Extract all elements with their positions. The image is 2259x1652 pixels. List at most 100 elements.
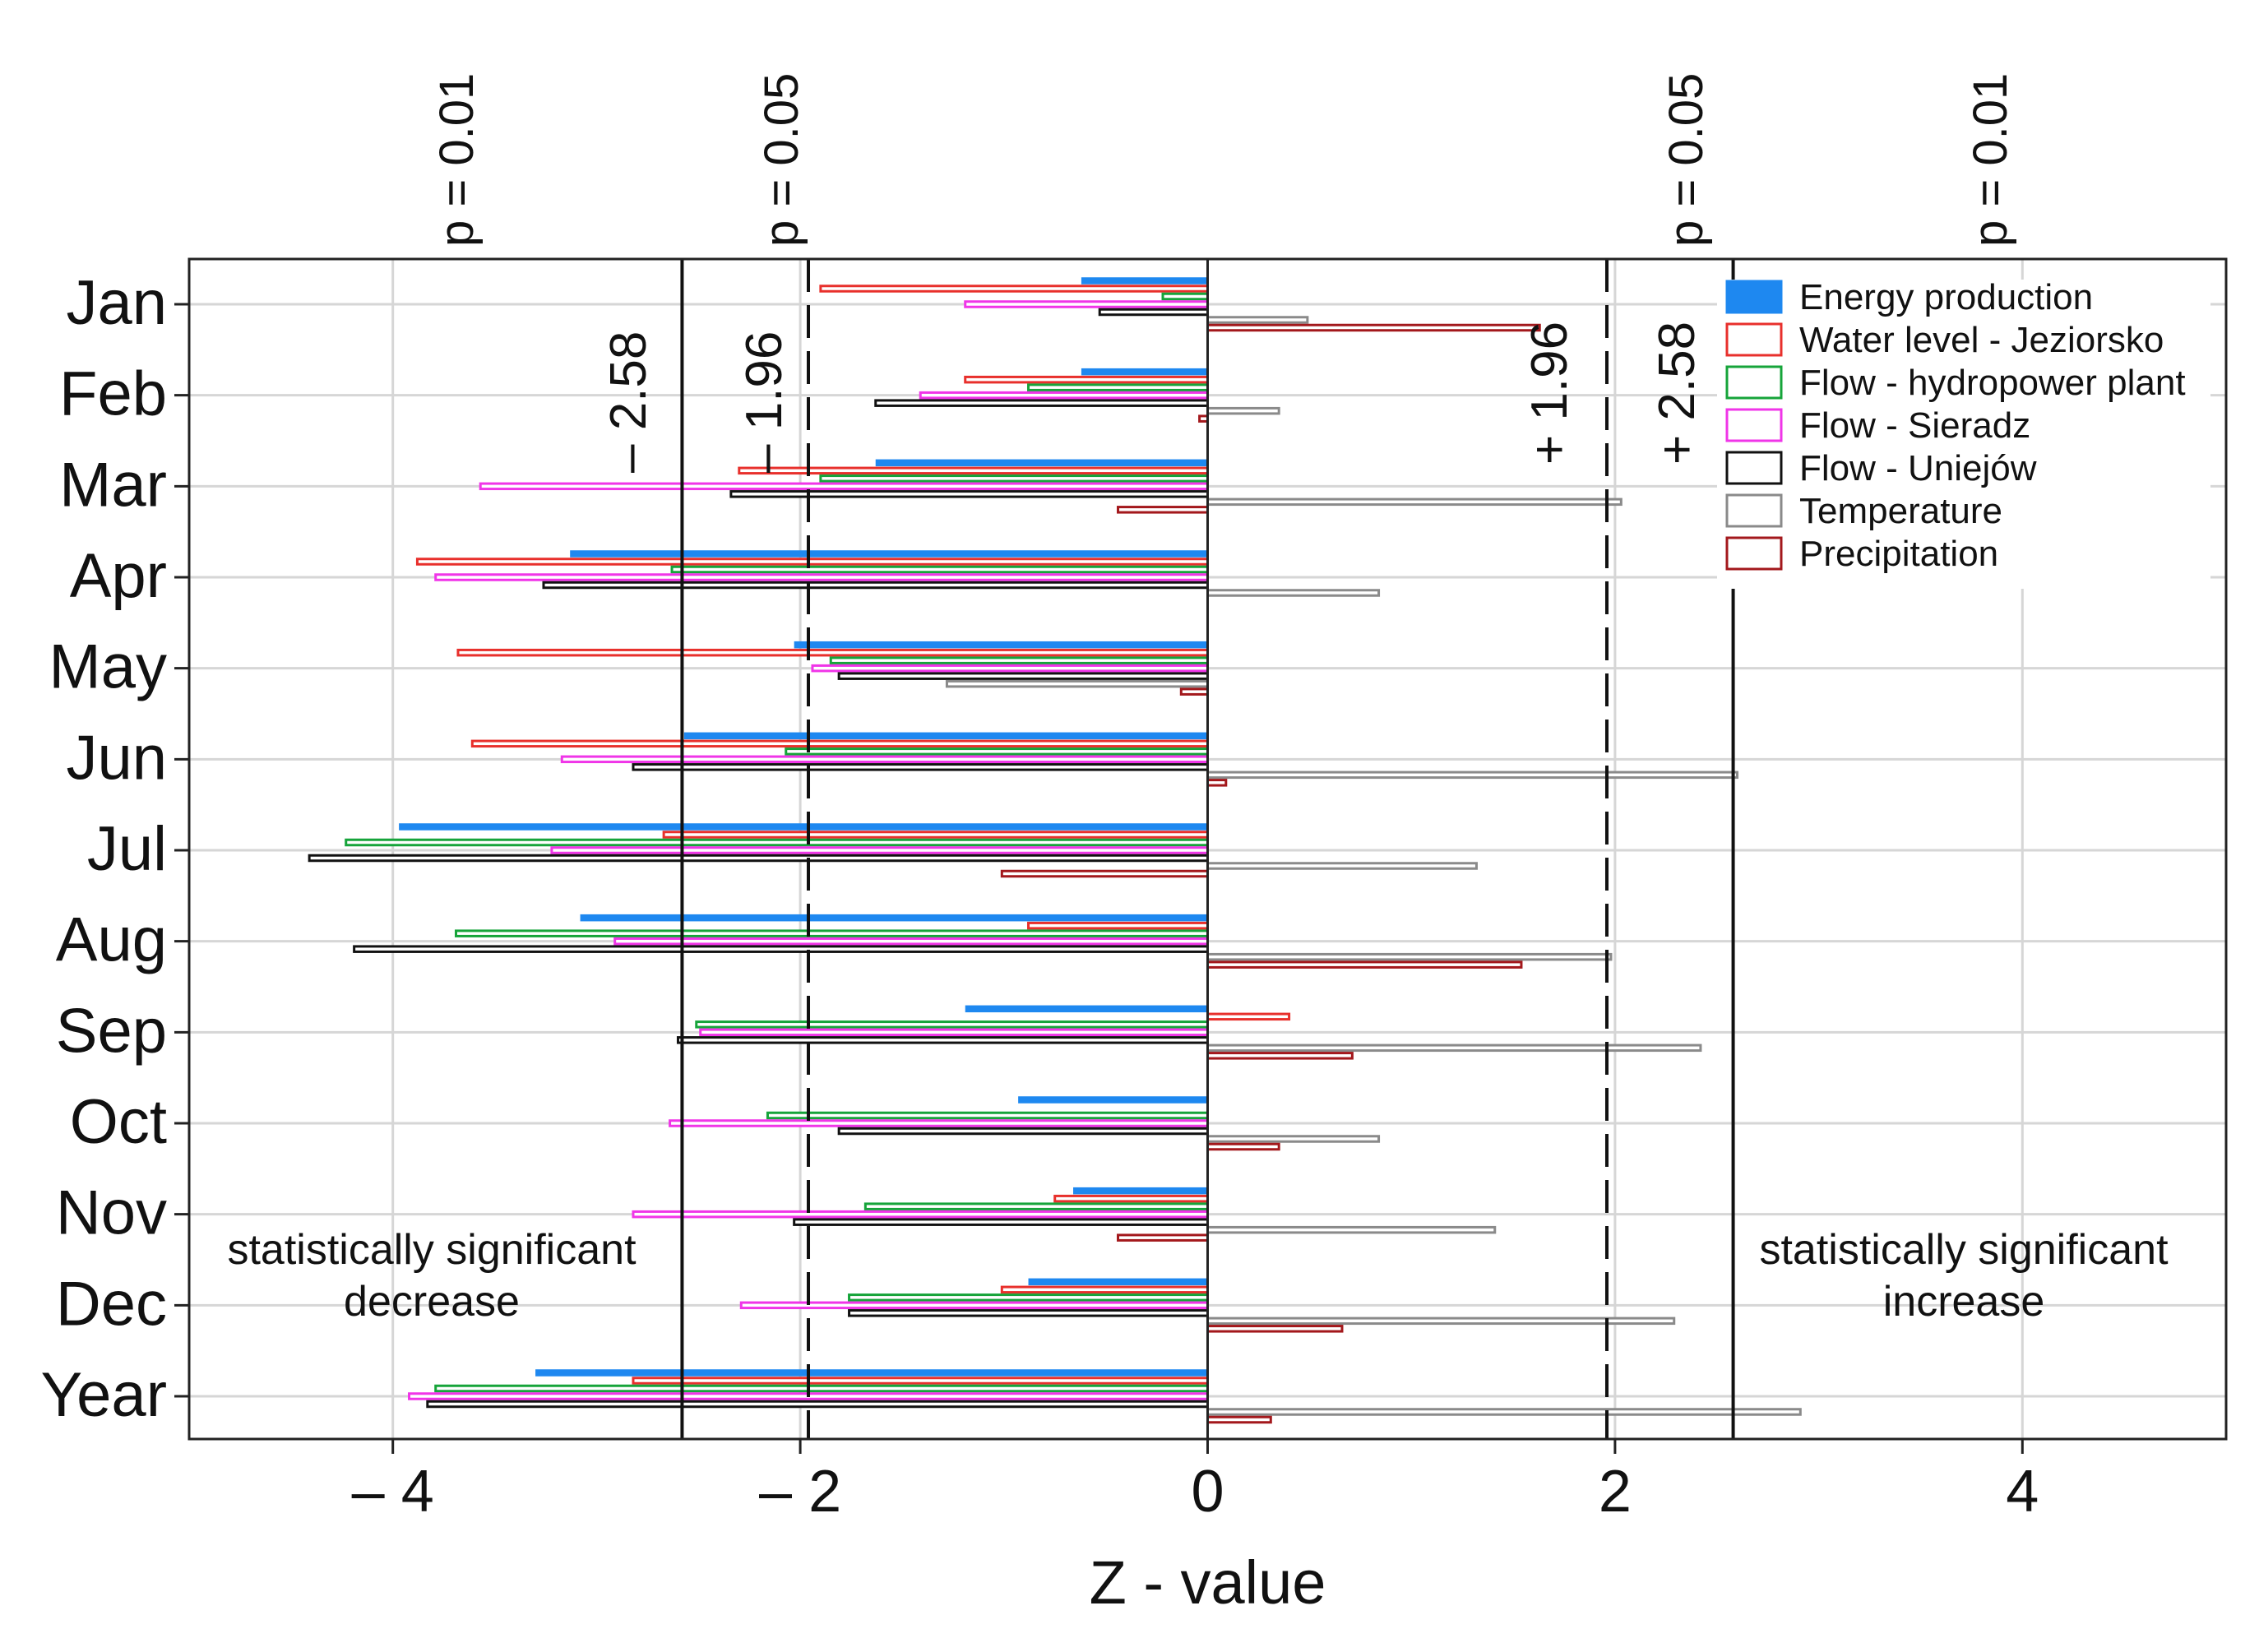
bar-flow-sieradz-mar bbox=[479, 482, 1209, 491]
bar-water-level-jeziorsko-jan bbox=[819, 285, 1209, 293]
bar-flow-sieradz-may bbox=[811, 664, 1209, 673]
bar-water-level-jeziorsko-nov bbox=[1053, 1194, 1209, 1203]
y-tick-label-year: Year bbox=[40, 1360, 167, 1430]
bar-flow-hydropower-plant-apr bbox=[670, 565, 1209, 574]
bar-flow-uniej-w-year bbox=[426, 1400, 1209, 1409]
bar-precipitation-jun bbox=[1206, 779, 1228, 787]
bar-precipitation-may bbox=[1179, 687, 1209, 696]
bar-temperature-jan bbox=[1206, 316, 1309, 324]
bar-energy-production-jul bbox=[399, 823, 1208, 831]
y-tick-label-oct: Oct bbox=[70, 1087, 167, 1157]
legend-label-temperature: Temperature bbox=[1799, 491, 2002, 531]
bar-flow-uniej-w-nov bbox=[793, 1218, 1209, 1226]
bar-energy-production-mar bbox=[875, 459, 1208, 467]
bar-water-level-jeziorsko-apr bbox=[415, 558, 1209, 566]
bar-water-level-jeziorsko-sep bbox=[1206, 1012, 1291, 1021]
bar-energy-production-apr bbox=[570, 550, 1208, 558]
y-tick-label-aug: Aug bbox=[56, 905, 167, 975]
y-tick-label-sep: Sep bbox=[56, 996, 167, 1066]
bar-temperature-feb bbox=[1206, 406, 1280, 415]
legend-swatch-flow-hydropower-plant bbox=[1725, 365, 1783, 400]
x-tick-label-0: – 4 bbox=[352, 1459, 434, 1525]
bar-flow-hydropower-plant-jul bbox=[345, 838, 1209, 847]
bar-energy-production-year bbox=[535, 1369, 1208, 1377]
bar-flow-sieradz-jul bbox=[550, 846, 1209, 854]
bar-temperature-may bbox=[945, 679, 1209, 688]
legend-label-energy-production: Energy production bbox=[1799, 277, 2093, 317]
bar-temperature-jul bbox=[1206, 862, 1478, 870]
annotation-increase-line1: statistically significant bbox=[1759, 1226, 2169, 1274]
bar-flow-hydropower-plant-oct bbox=[766, 1111, 1209, 1120]
bar-temperature-sep bbox=[1206, 1043, 1702, 1053]
y-tick-label-jun: Jun bbox=[66, 723, 167, 793]
legend-background bbox=[1717, 280, 2210, 589]
bar-flow-sieradz-jun bbox=[560, 755, 1209, 764]
legend-swatch-energy-production bbox=[1725, 280, 1783, 314]
bar-precipitation-mar bbox=[1117, 506, 1209, 514]
x-tick-label-4: 4 bbox=[2006, 1459, 2039, 1525]
bar-flow-hydropower-plant-mar bbox=[819, 474, 1209, 483]
bar-precipitation-year bbox=[1206, 1415, 1272, 1424]
bar-flow-hydropower-plant-feb bbox=[1027, 383, 1210, 391]
bar-flow-sieradz-aug bbox=[613, 937, 1209, 946]
bar-flow-uniej-w-feb bbox=[874, 399, 1210, 407]
x-tick-label-1: – 2 bbox=[759, 1459, 841, 1525]
bar-water-level-jeziorsko-jul bbox=[662, 831, 1209, 839]
reference-inner-label-0: – 2.58 bbox=[600, 331, 657, 473]
y-tick-label-nov: Nov bbox=[56, 1178, 167, 1248]
bar-energy-production-feb bbox=[1081, 368, 1208, 376]
reference-top-label-0: p = 0.01 bbox=[430, 73, 484, 247]
annotation-increase-line2: increase bbox=[1883, 1278, 2045, 1326]
bar-precipitation-jul bbox=[1000, 869, 1209, 878]
bar-precipitation-jan bbox=[1206, 323, 1541, 332]
y-tick-label-apr: Apr bbox=[70, 541, 167, 611]
reference-top-label-2: p = 0.05 bbox=[1660, 73, 1713, 247]
bar-flow-uniej-w-aug bbox=[353, 945, 1210, 953]
y-tick-label-jan: Jan bbox=[66, 268, 167, 338]
bar-energy-production-jan bbox=[1081, 277, 1208, 285]
legend-label-flow-hydropower-plant: Flow - hydropower plant bbox=[1799, 363, 2186, 403]
bar-energy-production-may bbox=[794, 641, 1208, 649]
bar-flow-hydropower-plant-sep bbox=[695, 1020, 1209, 1029]
bar-water-level-jeziorsko-jun bbox=[470, 739, 1209, 748]
bar-energy-production-aug bbox=[580, 914, 1208, 922]
bar-flow-hydropower-plant-dec bbox=[848, 1293, 1209, 1302]
bar-temperature-jun bbox=[1206, 770, 1739, 780]
bar-precipitation-sep bbox=[1206, 1052, 1354, 1060]
bar-flow-hydropower-plant-jun bbox=[785, 747, 1209, 756]
bar-flow-uniej-w-jun bbox=[632, 763, 1209, 771]
legend-swatch-precipitation bbox=[1725, 536, 1783, 571]
legend-label-flow-uniej-w: Flow - Uniejów bbox=[1799, 448, 2037, 488]
bar-energy-production-dec bbox=[1028, 1278, 1208, 1286]
bar-water-level-jeziorsko-dec bbox=[1000, 1285, 1209, 1294]
legend-swatch-temperature bbox=[1725, 493, 1783, 528]
y-tick-label-dec: Dec bbox=[56, 1269, 167, 1339]
x-axis-label: Z - value bbox=[1090, 1548, 1326, 1617]
bar-flow-hydropower-plant-aug bbox=[454, 929, 1209, 937]
y-tick-label-may: May bbox=[49, 632, 167, 702]
reference-top-label-1: p = 0.05 bbox=[755, 73, 808, 247]
bar-water-level-jeziorsko-may bbox=[456, 648, 1209, 657]
bar-flow-hydropower-plant-jan bbox=[1161, 292, 1209, 301]
bar-flow-uniej-w-jul bbox=[308, 854, 1210, 863]
legend-label-water-level-jeziorsko: Water level - Jeziorsko bbox=[1799, 320, 2164, 360]
legend-swatch-water-level-jeziorsko bbox=[1725, 322, 1783, 357]
legend-swatch-flow-uniej-w bbox=[1725, 451, 1783, 485]
bar-water-level-jeziorsko-feb bbox=[964, 375, 1210, 384]
bar-water-level-jeziorsko-year bbox=[632, 1377, 1209, 1385]
bar-temperature-apr bbox=[1206, 589, 1381, 597]
bar-energy-production-sep bbox=[965, 1005, 1208, 1013]
bar-water-level-jeziorsko-aug bbox=[1027, 921, 1210, 930]
x-tick-label-2: 0 bbox=[1191, 1459, 1224, 1525]
reference-inner-label-1: – 1.96 bbox=[736, 331, 793, 473]
bar-temperature-oct bbox=[1206, 1135, 1381, 1143]
bar-flow-uniej-w-mar bbox=[729, 490, 1209, 498]
bar-precipitation-oct bbox=[1206, 1142, 1280, 1151]
annotation-decrease-line1: statistically significant bbox=[227, 1226, 637, 1274]
bar-energy-production-jun bbox=[683, 732, 1208, 740]
reference-inner-label-3: + 2.58 bbox=[1649, 322, 1706, 465]
bar-flow-hydropower-plant-year bbox=[434, 1384, 1209, 1393]
reference-inner-label-2: + 1.96 bbox=[1521, 322, 1578, 465]
